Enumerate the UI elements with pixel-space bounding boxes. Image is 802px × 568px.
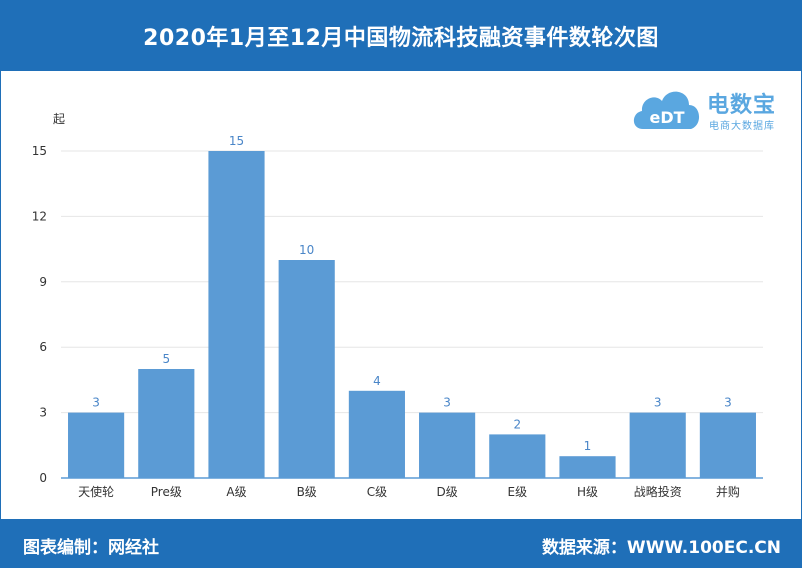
y-axis-label: 起 — [53, 112, 65, 126]
bar — [208, 151, 265, 478]
bar — [559, 456, 616, 478]
y-tick-label: 6 — [39, 340, 47, 354]
bar — [699, 412, 756, 478]
data-label: 5 — [162, 352, 170, 366]
x-tick-label: H级 — [577, 485, 598, 499]
bar — [348, 390, 405, 478]
x-tick-label: 并购 — [716, 484, 740, 499]
data-label: 1 — [584, 439, 592, 453]
labels: 起 0 3 6 9 12 15 3 天使轮 5 Pre级 15 A级 10 B级 4 C级 3 D级 2 E级 1 H级 3 战… — [32, 112, 740, 499]
bar — [278, 260, 335, 478]
chart-title: 2020年1月至12月中国物流科技融资事件数轮次图 — [1, 1, 801, 71]
data-label: 10 — [299, 243, 314, 257]
bar — [629, 412, 686, 478]
y-tick-label: 0 — [39, 471, 47, 485]
data-label: 2 — [513, 417, 521, 431]
footer: 图表编制：网经社 数据来源：WWW.100EC.CN — [1, 519, 801, 567]
data-label: 15 — [229, 134, 244, 148]
bar — [138, 369, 195, 478]
y-tick-label: 15 — [32, 144, 47, 158]
x-tick-label: C级 — [367, 485, 387, 499]
y-tick-label: 12 — [32, 209, 47, 223]
data-label: 4 — [373, 374, 381, 388]
data-label: 3 — [724, 396, 732, 410]
data-label: 3 — [654, 396, 662, 410]
bars — [68, 151, 756, 478]
logo-mark: eDT — [649, 108, 684, 127]
x-tick-label: A级 — [226, 485, 246, 499]
x-tick-label: D级 — [436, 485, 457, 499]
bar-chart: 起 0 3 6 9 12 15 3 天使轮 5 Pre级 15 A级 10 B级 4 C级 3 D级 2 E级 1 H级 3 战… — [32, 112, 763, 499]
y-tick-label: 9 — [39, 275, 47, 289]
data-label: 3 — [443, 396, 451, 410]
logo-subtitle: 电商大数据库 — [709, 121, 775, 132]
bar — [489, 434, 546, 478]
bar — [68, 412, 125, 478]
x-tick-label: E级 — [508, 485, 528, 499]
y-tick-label: 3 — [39, 406, 47, 420]
x-tick-label: Pre级 — [151, 485, 182, 499]
bar — [419, 412, 476, 478]
data-label: 3 — [92, 396, 100, 410]
x-tick-label: 战略投资 — [634, 484, 682, 499]
logo-name: 电数宝 — [707, 93, 777, 118]
cloud-logo-icon: eDT — [633, 91, 700, 129]
footer-credit: 图表编制：网经社 — [23, 538, 159, 558]
x-tick-label: B级 — [297, 485, 317, 499]
footer-source: 数据来源：WWW.100EC.CN — [541, 538, 781, 558]
x-tick-label: 天使轮 — [78, 484, 114, 499]
logo: eDT 电数宝 电商大数据库 — [629, 79, 799, 139]
